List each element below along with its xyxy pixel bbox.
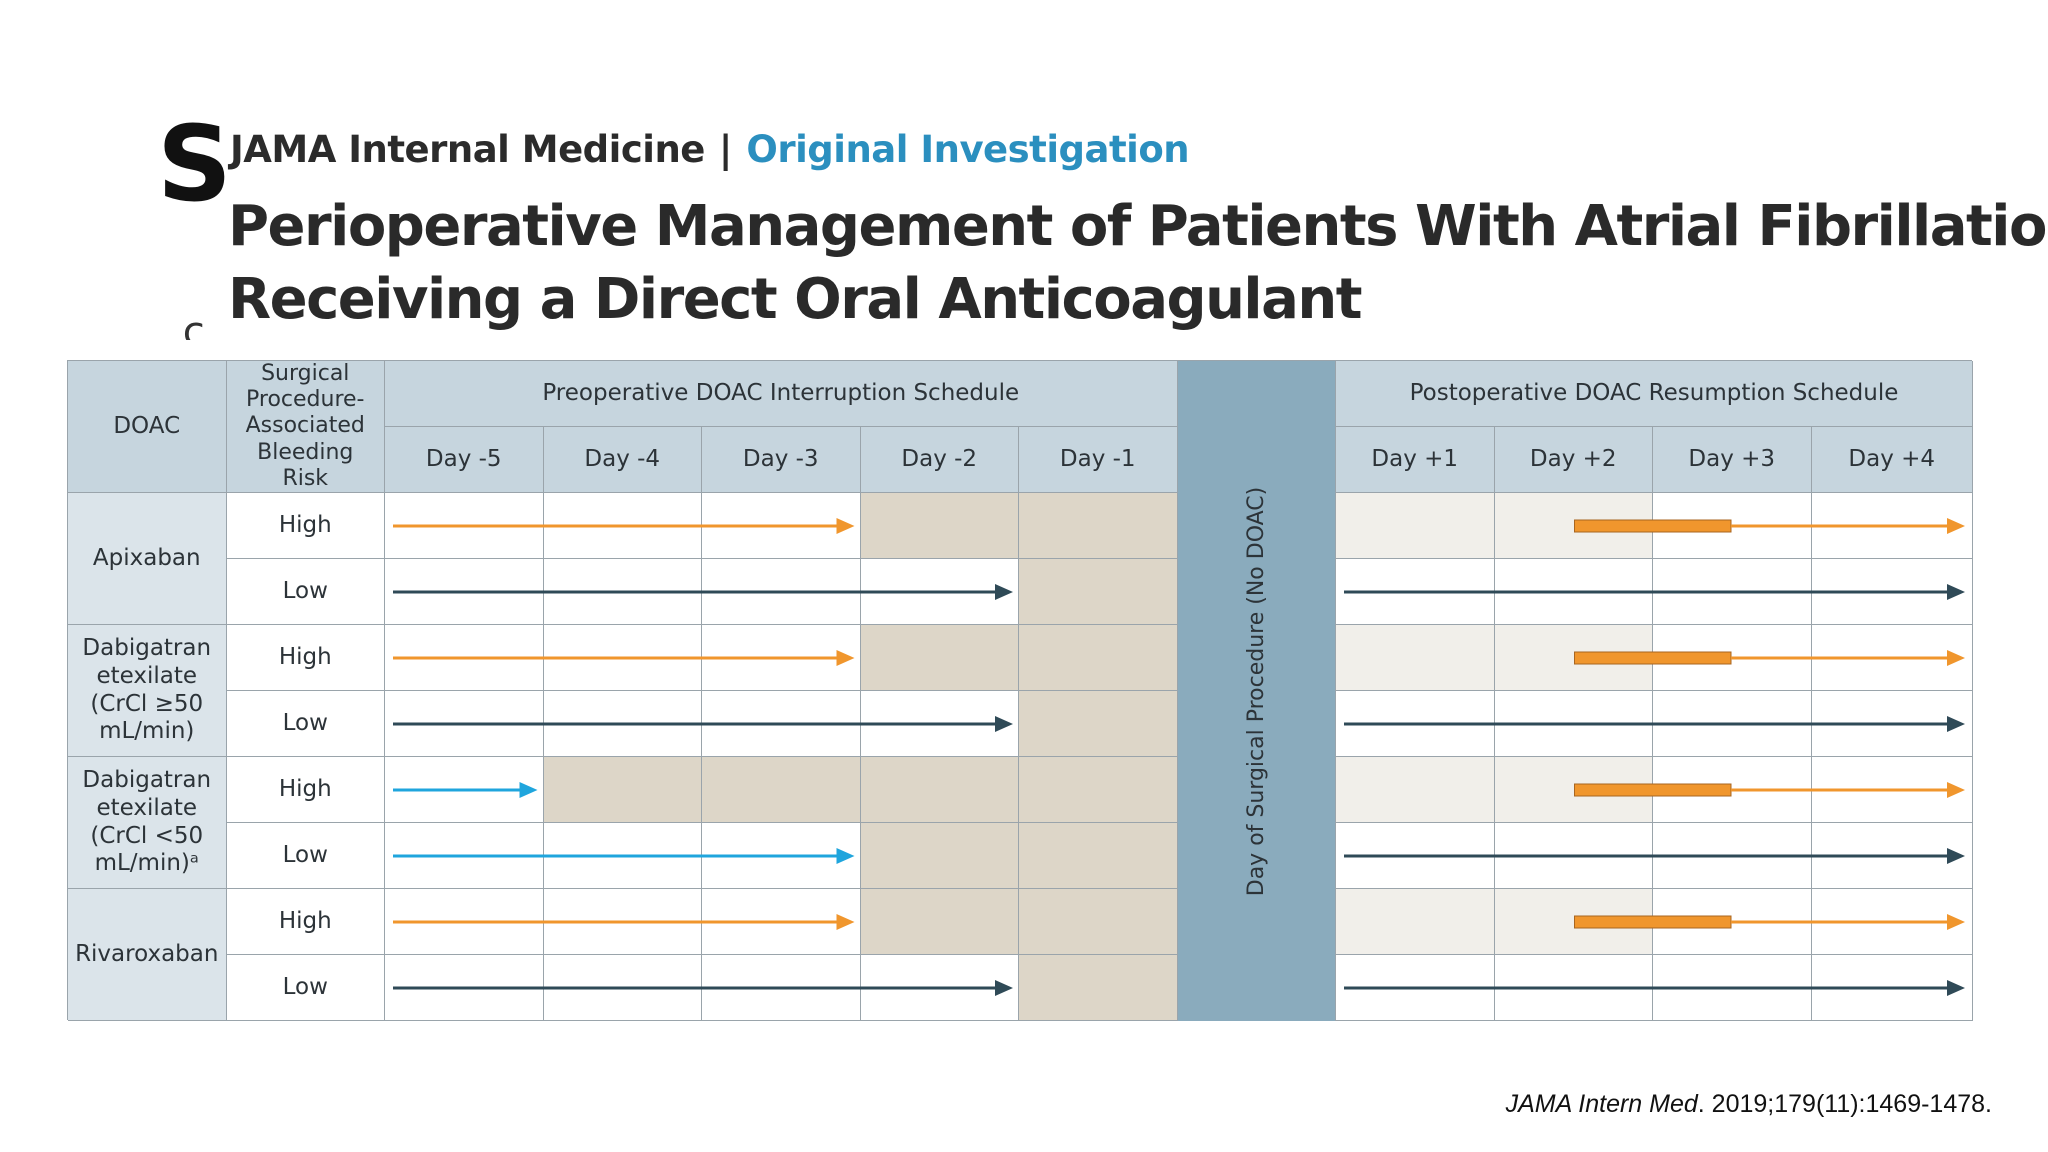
header-day-post: Day +4 <box>1811 427 1973 493</box>
article-title-line-2: Receiving a Direct Oral Anticoagulant <box>228 267 1363 332</box>
schedule-cell-pre <box>543 757 702 823</box>
header-day-pre: Day -4 <box>543 427 702 493</box>
postoperative-arrow <box>1344 848 1965 864</box>
schedule-cell-pre <box>1019 625 1178 691</box>
postoperative-arrow <box>1731 914 1965 930</box>
preoperative-arrow <box>393 518 855 534</box>
schedule-cell-pre <box>1019 559 1178 625</box>
header-separator: | <box>718 128 733 171</box>
header-preoperative: Preoperative DOAC Interruption Schedule <box>385 361 1178 427</box>
preoperative-arrow <box>393 848 855 864</box>
drug-name: Rivaroxaban <box>68 889 227 1021</box>
schedule-cell-pre <box>1019 955 1178 1021</box>
schedule-cell-post <box>1336 757 1495 823</box>
header-day-post: Day +3 <box>1653 427 1812 493</box>
citation-journal: JAMA Intern Med <box>1505 1090 1698 1118</box>
schedule-cell-pre <box>860 757 1019 823</box>
therapeutic-dose-bar <box>1574 783 1732 797</box>
bleeding-risk: High <box>226 757 385 823</box>
header-day-post: Day +1 <box>1336 427 1495 493</box>
postoperative-arrow <box>1344 716 1965 732</box>
day-of-surgery-column: Day of Surgical Procedure (No DOAC) <box>1177 361 1336 1021</box>
schedule-cell-pre <box>1019 493 1178 559</box>
schedule-cell-pre <box>1019 889 1178 955</box>
slide-title-fragment: ͺ ς <box>150 312 207 340</box>
schedule-cell-pre <box>1019 757 1178 823</box>
header-day-pre: Day -2 <box>860 427 1019 493</box>
preoperative-arrow <box>393 782 538 798</box>
journal-name: JAMA Internal Medicine <box>230 128 705 171</box>
schedule-cell-pre <box>1019 823 1178 889</box>
drug-name: Apixaban <box>68 493 227 625</box>
header-day-pre: Day -3 <box>702 427 861 493</box>
citation-details: . 2019;179(11):1469-1478. <box>1697 1090 1992 1118</box>
schedule-cell-post <box>1336 493 1495 559</box>
bleeding-risk: High <box>226 625 385 691</box>
header-day-post: Day +2 <box>1494 427 1653 493</box>
schedule-cell-pre <box>860 625 1019 691</box>
bleeding-risk: Low <box>226 955 385 1021</box>
preoperative-arrow <box>393 650 855 666</box>
schedule-cell-post <box>1336 889 1495 955</box>
article-header: JAMA Internal Medicine | Original Investig… <box>226 110 2048 342</box>
therapeutic-dose-bar <box>1574 915 1732 929</box>
header-doac: DOAC <box>68 361 227 493</box>
preoperative-arrow <box>393 716 1013 732</box>
schedule-cell-pre <box>860 493 1019 559</box>
header-postoperative: Postoperative DOAC Resumption Schedule <box>1336 361 1973 427</box>
citation: JAMA Intern Med. 2019;179(11):1469-1478. <box>1506 1090 1992 1119</box>
slide-title-letter: S <box>157 103 232 225</box>
preoperative-arrow <box>393 980 1013 996</box>
therapeutic-dose-bar <box>1574 519 1732 533</box>
article-title-line-1: Perioperative Management of Patients Wit… <box>228 194 2048 259</box>
drug-name: Dabigatran etexilate (CrCl ≥50 mL/min) <box>68 625 227 757</box>
schedule-cell-pre <box>1019 691 1178 757</box>
header-bleeding-risk: Surgical Procedure-Associated Bleeding R… <box>226 361 385 493</box>
therapeutic-dose-bar <box>1574 651 1732 665</box>
header-day-pre: Day -1 <box>1019 427 1178 493</box>
header-day-pre: Day -5 <box>385 427 544 493</box>
bleeding-risk: Low <box>226 691 385 757</box>
doac-schedule-table: DOAC Surgical Procedure-Associated Bleedi… <box>67 360 1973 1021</box>
schedule-arrows <box>393 518 1965 996</box>
bleeding-risk: Low <box>226 823 385 889</box>
bleeding-risk: High <box>226 493 385 559</box>
postoperative-arrow <box>1731 518 1965 534</box>
journal-line: JAMA Internal Medicine | Original Investig… <box>230 128 1190 171</box>
preoperative-arrow <box>393 584 1013 600</box>
schedule-cell-post <box>1336 625 1495 691</box>
schedule-cell-pre <box>702 757 861 823</box>
drug-name: Dabigatran etexilate (CrCl <50 mL/min)ᵃ <box>68 757 227 889</box>
postoperative-arrow <box>1344 980 1965 996</box>
bleeding-risk: High <box>226 889 385 955</box>
bleeding-risk: Low <box>226 559 385 625</box>
article-section: Original Investigation <box>746 128 1190 171</box>
schedule-cell-pre <box>860 889 1019 955</box>
postoperative-arrow <box>1731 782 1965 798</box>
schedule-cell-pre <box>860 823 1019 889</box>
postoperative-arrow <box>1344 584 1965 600</box>
postoperative-arrow <box>1731 650 1965 666</box>
preoperative-arrow <box>393 914 855 930</box>
